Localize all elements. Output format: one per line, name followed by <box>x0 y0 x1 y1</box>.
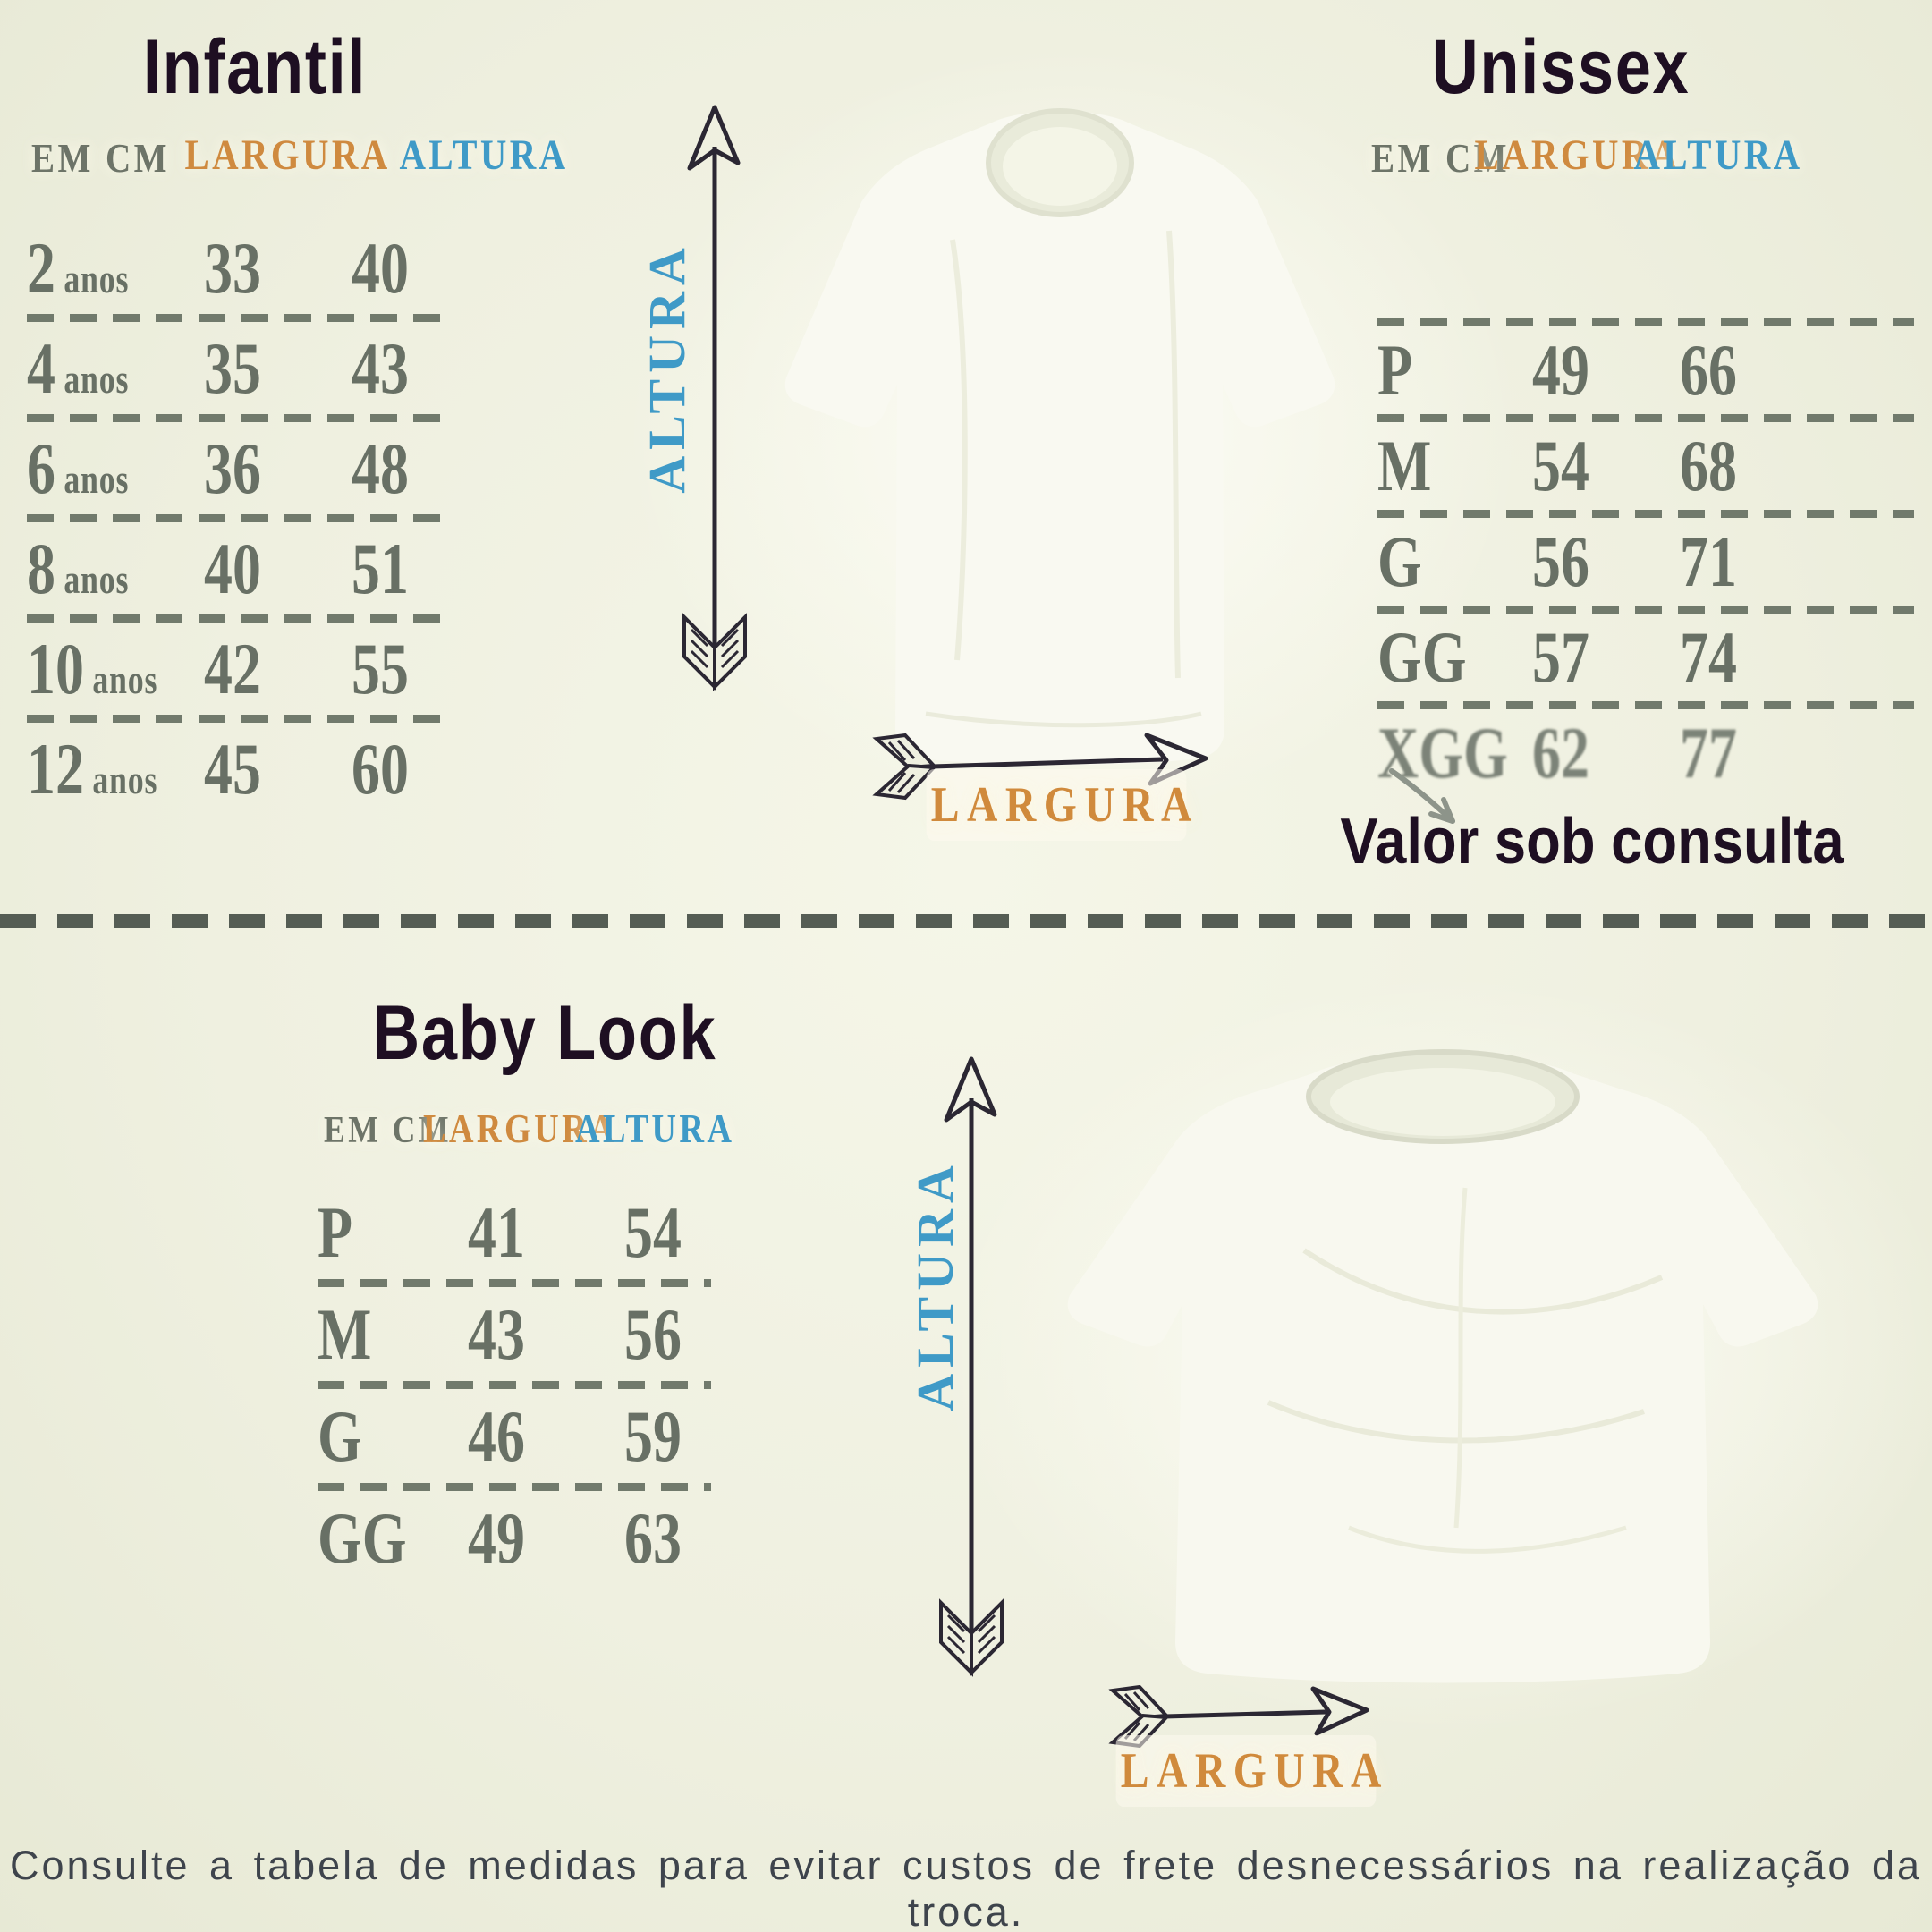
infantil-title: Infantil <box>142 24 368 110</box>
size-label: 10 anos <box>27 627 158 709</box>
size-label: 8 anos <box>27 527 130 609</box>
largura-axis-label: LARGURA <box>926 769 1191 841</box>
largura-value: 57 <box>1532 616 1589 698</box>
size-label: 4 anos <box>27 326 130 409</box>
table-row: P 49 66 <box>1377 326 1914 414</box>
table-row: 8 anos 40 51 <box>27 522 456 614</box>
unissex-title: Unissex <box>1431 24 1690 110</box>
row-divider <box>27 314 447 322</box>
unissex-size-table: P 49 66 M 54 68 G 56 71 GG 57 74 XGG 62 … <box>1377 318 1914 797</box>
largura-value: 49 <box>468 1496 525 1579</box>
size-label: G <box>1377 521 1422 602</box>
row-divider <box>27 514 447 522</box>
altura-axis-label: ALTURA <box>637 242 696 494</box>
infantil-altura-header: ALTURA <box>399 131 569 179</box>
largura-value: 45 <box>204 727 261 809</box>
row-divider <box>27 715 447 723</box>
infantil-largura-header: LARGURA <box>184 131 391 179</box>
table-row: GG 57 74 <box>1377 614 1914 701</box>
unissex-altura-header: ALTURA <box>1633 131 1803 179</box>
size-label: 6 anos <box>27 427 130 509</box>
largura-value: 56 <box>1532 521 1589 602</box>
size-label: P <box>318 1191 353 1273</box>
table-row: 10 anos 42 55 <box>27 623 456 715</box>
table-row: 12 anos 45 60 <box>27 723 456 815</box>
largura-value: 42 <box>204 627 261 709</box>
altura-value: 71 <box>1680 521 1737 602</box>
size-label: P <box>1377 329 1413 411</box>
largura-value: 35 <box>204 326 261 409</box>
row-divider <box>1377 510 1914 518</box>
altura-value: 55 <box>352 627 409 709</box>
altura-axis-label: ALTURA <box>905 1159 964 1411</box>
size-label: GG <box>1377 616 1467 698</box>
altura-value: 56 <box>624 1292 682 1375</box>
babylook-size-table: P 41 54 M 43 56 G 46 59 GG 49 63 <box>318 1185 729 1585</box>
altura-value: 43 <box>352 326 409 409</box>
table-row: G 46 59 <box>318 1389 729 1483</box>
altura-value: 63 <box>624 1496 682 1579</box>
infantil-unit-header: EM CM <box>31 135 170 181</box>
largura-value: 62 <box>1532 712 1589 793</box>
table-row: M 54 68 <box>1377 422 1914 510</box>
altura-value: 51 <box>352 527 409 609</box>
row-divider <box>1377 414 1914 422</box>
unissex-largura-header: LARGURA <box>1474 131 1681 179</box>
row-divider <box>27 414 447 422</box>
row-divider <box>318 1381 711 1389</box>
table-row: GG 49 63 <box>318 1491 729 1585</box>
size-label: M <box>1377 425 1432 506</box>
infantil-size-table: 2 anos 33 40 4 anos 35 43 6 anos 36 48 8 ano… <box>27 222 456 815</box>
largura-value: 41 <box>468 1191 525 1273</box>
tshirt-babylook-image <box>1067 1049 1818 1683</box>
altura-value: 54 <box>624 1191 682 1273</box>
altura-arrow-icon <box>682 105 747 691</box>
altura-value: 40 <box>352 226 409 309</box>
babylook-unit-header: EM CM <box>324 1110 452 1151</box>
price-on-request-note: Valor sob consulta <box>1340 806 1844 877</box>
largura-axis-label: LARGURA <box>1115 1735 1381 1807</box>
largura-value: 54 <box>1532 425 1589 506</box>
altura-value: 59 <box>624 1394 682 1477</box>
altura-value: 48 <box>352 427 409 509</box>
table-row: G 56 71 <box>1377 518 1914 606</box>
babylook-altura-header: ALTURA <box>575 1106 735 1151</box>
babylook-largura-header: LARGURA <box>423 1106 618 1151</box>
altura-value: 77 <box>1680 712 1737 793</box>
row-divider <box>1377 318 1914 326</box>
tshirt-unissex-image <box>784 108 1335 765</box>
altura-value: 68 <box>1680 425 1737 506</box>
footer-note: Consulte a tabela de medidas para evitar… <box>9 1843 1923 1932</box>
size-label: 12 anos <box>27 727 158 809</box>
row-divider <box>27 614 447 623</box>
largura-value: 46 <box>468 1394 525 1477</box>
section-divider <box>0 914 1932 928</box>
largura-value: 40 <box>204 527 261 609</box>
largura-value: 43 <box>468 1292 525 1375</box>
altura-value: 60 <box>352 727 409 809</box>
largura-value: 49 <box>1532 329 1589 411</box>
size-label: 2 anos <box>27 226 130 309</box>
largura-value: 36 <box>204 427 261 509</box>
size-label: M <box>318 1292 372 1375</box>
table-row: M 43 56 <box>318 1287 729 1381</box>
row-divider <box>1377 606 1914 614</box>
largura-value: 33 <box>204 226 261 309</box>
row-divider <box>318 1279 711 1287</box>
row-divider <box>1377 701 1914 709</box>
altura-value: 74 <box>1680 616 1737 698</box>
table-row: P 41 54 <box>318 1185 729 1279</box>
babylook-title: Baby Look <box>373 990 717 1076</box>
row-divider <box>318 1483 711 1491</box>
size-label: G <box>318 1394 362 1477</box>
table-row: 4 anos 35 43 <box>27 322 456 414</box>
altura-arrow-icon <box>939 1056 1004 1677</box>
note-pointer-arrow-icon <box>1389 768 1455 824</box>
table-row: 6 anos 36 48 <box>27 422 456 514</box>
table-row: 2 anos 33 40 <box>27 222 456 314</box>
unissex-unit-header: EM CM <box>1371 135 1510 181</box>
altura-value: 66 <box>1680 329 1737 411</box>
size-label: GG <box>318 1496 407 1579</box>
